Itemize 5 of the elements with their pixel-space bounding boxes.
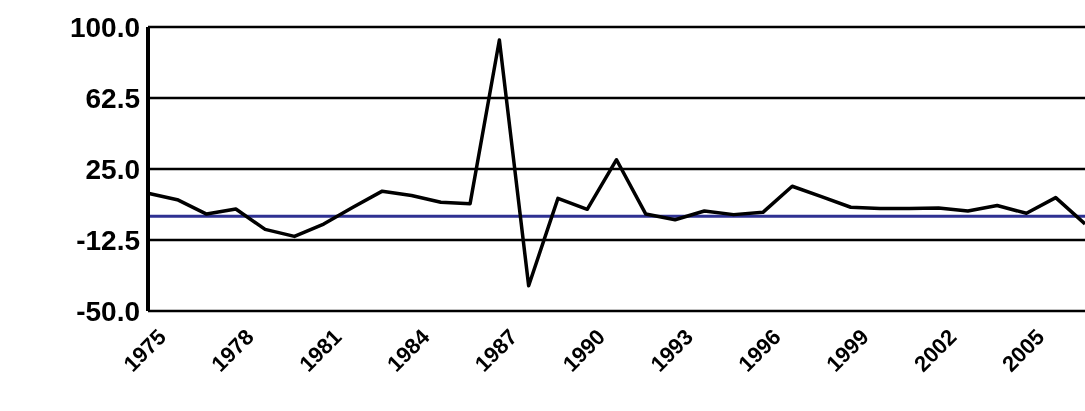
y-tick-label: -12.5 [76, 224, 140, 256]
y-tick-label: 100.0 [69, 11, 140, 43]
y-tick-label: 62.5 [85, 82, 140, 114]
y-tick-label: -50.0 [76, 295, 140, 327]
y-tick-label: 25.0 [85, 153, 140, 185]
